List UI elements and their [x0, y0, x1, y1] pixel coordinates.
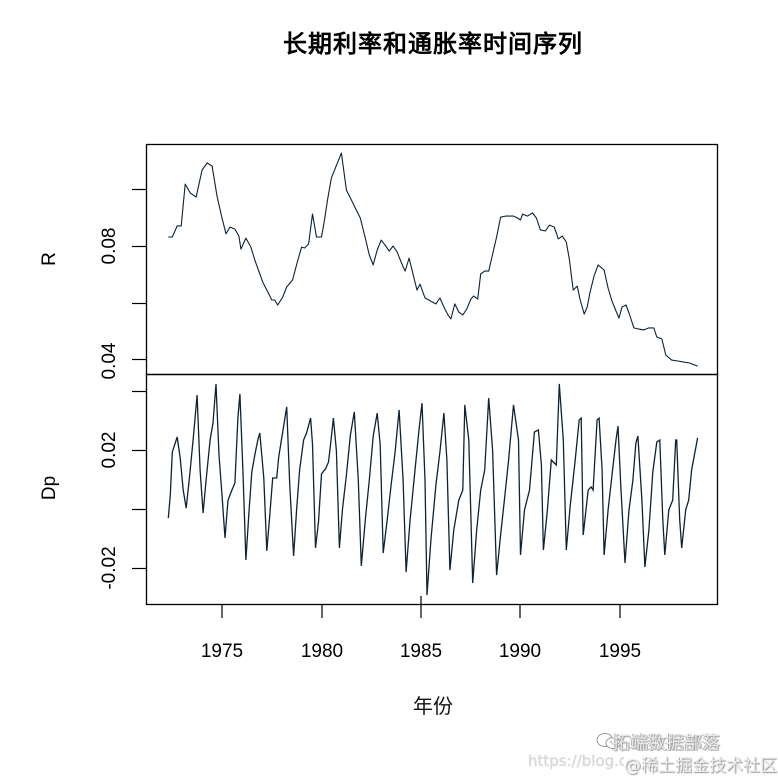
r-y-axis	[132, 188, 146, 361]
x-tick-1985: 1985	[400, 641, 442, 662]
x-axis-label: 年份	[413, 694, 453, 718]
r-series-line	[168, 152, 698, 367]
x-tick-1980: 1980	[301, 641, 343, 662]
r-tick-0.08: 0.08	[99, 228, 120, 265]
watermark-url: https://blog.cs	[528, 752, 635, 770]
dp-tick-0.02: 0.02	[99, 432, 120, 469]
x-tick-1995: 1995	[599, 641, 641, 662]
x-axis	[221, 596, 621, 618]
r-tick-0.04: 0.04	[99, 342, 120, 379]
watermark-community: @稀土掘金技术社区	[624, 751, 777, 776]
dp-panel-frame	[145, 373, 719, 606]
dp-series-line	[167, 383, 699, 596]
x-tick-1975: 1975	[201, 641, 243, 662]
r-axis-label: R	[39, 252, 60, 266]
wechat-logo-icon	[596, 733, 621, 749]
x-tick-1990: 1990	[499, 641, 541, 662]
r-panel-frame	[145, 143, 719, 376]
dp-y-axis	[132, 390, 146, 570]
chart-title: 长期利率和通胀率时间序列	[283, 29, 583, 58]
dp-tick-neg0.02: -0.02	[99, 546, 120, 589]
watermark-brand: 拓端数据部落	[612, 733, 720, 754]
dp-axis-label: Dp	[39, 476, 60, 500]
